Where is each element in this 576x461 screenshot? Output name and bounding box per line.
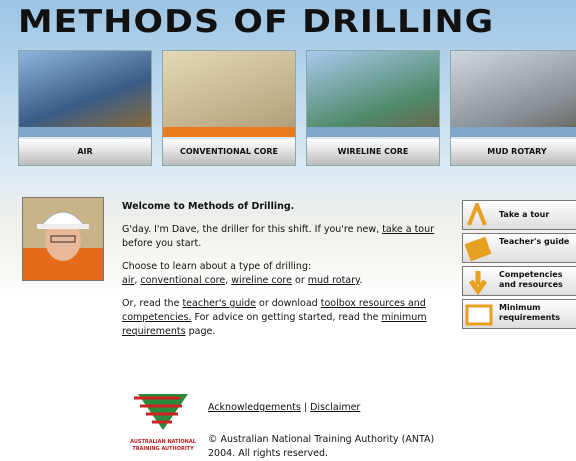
page-body: METHODS OF DRILLING AIR CONVENTIONAL CORE… [0, 0, 576, 461]
paragraph: Choose to learn about a type of drilling… [122, 260, 454, 288]
tab[interactable]: WIRELINE CORE [306, 50, 440, 166]
text: before you start. [122, 238, 201, 249]
welcome-text: Welcome to Methods of Drilling. G'day. I… [122, 200, 454, 348]
button-label[interactable]: Minimum requirements [499, 303, 560, 322]
page-title: METHODS OF DRILLING [18, 4, 494, 40]
button-icon [465, 203, 495, 229]
footer-link[interactable]: Disclaimer [310, 402, 360, 413]
text-link[interactable]: mud rotary [308, 275, 360, 286]
sidebar-button[interactable]: Take a tour [462, 200, 576, 230]
tab-strip [307, 127, 439, 137]
text: . [359, 275, 362, 286]
tab[interactable]: MUD ROTARY [450, 50, 576, 166]
text: G'day. I'm Dave, the driller for this sh… [122, 224, 382, 235]
logo-text: AUSTRALIAN NATIONAL TRAINING AUTHORITY [130, 439, 196, 453]
welcome-heading: Welcome to Methods of Drilling. [122, 200, 454, 214]
text: or download [256, 298, 321, 309]
anta-logo: AUSTRALIAN NATIONAL TRAINING AUTHORITY [130, 390, 196, 453]
tab-strip [451, 127, 576, 137]
sidebar-button[interactable]: Minimum requirements [462, 299, 576, 329]
tab-label[interactable]: MUD ROTARY [451, 139, 576, 165]
tab-image [451, 51, 576, 127]
footer-link[interactable]: Acknowledgements [208, 402, 301, 413]
text-link[interactable]: air [122, 275, 134, 286]
text: For advice on getting started, read the [191, 312, 381, 323]
text: or [292, 275, 308, 286]
button-icon [465, 302, 495, 328]
button-icon [465, 269, 495, 295]
sidebar-button[interactable]: Competencies and resources [462, 266, 576, 296]
text-link[interactable]: wireline core [231, 275, 292, 286]
separator: | [304, 402, 307, 413]
button-label[interactable]: Teacher's guide [499, 237, 569, 246]
paragraph: G'day. I'm Dave, the driller for this sh… [122, 223, 454, 251]
tab-label[interactable]: CONVENTIONAL CORE [163, 139, 295, 165]
tab[interactable]: AIR [18, 50, 152, 166]
text-link[interactable]: teacher's guide [182, 298, 256, 309]
text-link[interactable]: take a tour [382, 224, 434, 235]
tab-label[interactable]: WIRELINE CORE [307, 139, 439, 165]
text: page. [186, 326, 216, 337]
tab-label[interactable]: AIR [19, 139, 151, 165]
tab-image [163, 51, 295, 127]
copyright: © Australian National Training Authority… [208, 433, 458, 461]
tab-strip [19, 127, 151, 137]
button-label[interactable]: Competencies and resources [499, 270, 563, 289]
footer-links: Acknowledgements | Disclaimer [208, 402, 360, 413]
paragraph: Or, read the teacher's guide or download… [122, 297, 454, 339]
tab-strip [163, 127, 295, 137]
logo-graphic [130, 390, 196, 432]
text: Choose to learn about a type of drilling… [122, 261, 311, 272]
button-label[interactable]: Take a tour [499, 210, 549, 219]
text: Or, read the [122, 298, 182, 309]
text-link[interactable]: conventional core [140, 275, 225, 286]
tab-image [19, 51, 151, 127]
tab-image [307, 51, 439, 127]
page: Methods of Drilling {"header": {"title":… [0, 0, 576, 461]
sidebar-button[interactable]: Teacher's guide [462, 233, 576, 263]
driller-photo [22, 197, 104, 281]
button-icon [465, 236, 495, 262]
tab[interactable]: CONVENTIONAL CORE [162, 50, 296, 166]
